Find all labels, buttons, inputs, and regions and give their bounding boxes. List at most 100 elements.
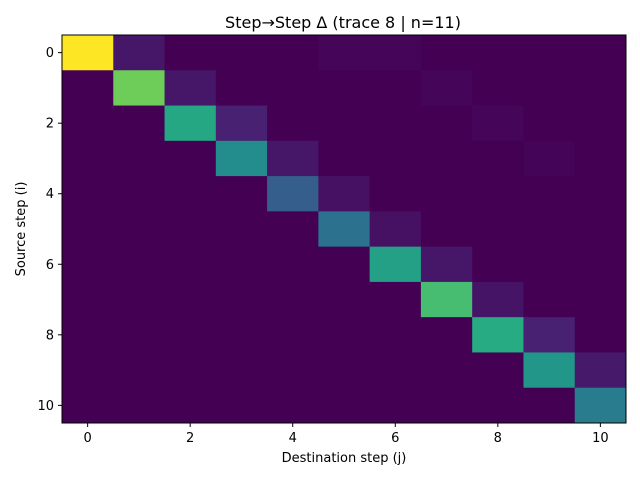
heatmap-cell-1-3 [215, 70, 268, 107]
heatmap-cell-10-8 [472, 387, 524, 424]
heatmap-cell-2-0 [62, 105, 114, 142]
heatmap-cell-9-2 [164, 352, 217, 389]
heatmap-cell-3-1 [113, 140, 166, 177]
heatmap-cell-9-1 [113, 352, 166, 389]
heatmap-cell-8-5 [318, 317, 371, 353]
heatmap-cell-6-7 [420, 246, 473, 283]
heatmap-cell-3-6 [369, 140, 422, 177]
heatmap-cell-3-2 [164, 140, 217, 177]
heatmap-cell-2-3 [215, 105, 268, 142]
heatmap-cell-6-2 [164, 246, 217, 283]
x-tick-label: 8 [494, 431, 502, 446]
heatmap-cell-10-4 [267, 387, 319, 424]
heatmap-cell-8-8 [472, 317, 524, 353]
y-tick-label: 2 [46, 117, 54, 132]
heatmap-cell-3-5 [318, 140, 371, 177]
heatmap-cell-10-6 [369, 387, 422, 424]
heatmap-cell-5-1 [113, 211, 166, 248]
heatmap-cell-3-8 [472, 140, 524, 177]
x-tick-label: 4 [289, 431, 297, 446]
y-axis-ticks: 0 2 4 6 8 10 [37, 46, 62, 414]
heatmap-cell-7-6 [369, 281, 422, 318]
y-tick-label: 6 [46, 258, 54, 273]
chart-title: Step→Step Δ (trace 8 | n=11) [225, 13, 461, 32]
heatmap-cell-1-6 [369, 70, 422, 107]
x-axis-ticks: 0 2 4 6 8 10 [83, 423, 609, 446]
heatmap-cell-4-7 [420, 176, 473, 212]
heatmap-cell-7-1 [113, 281, 166, 318]
heatmap-cell-10-7 [420, 387, 473, 424]
heatmap-cell-10-3 [215, 387, 268, 424]
heatmap-cell-6-9 [523, 246, 576, 283]
heatmap-cell-0-0 [62, 35, 114, 71]
y-tick-label: 8 [46, 328, 54, 343]
heatmap-cell-5-4 [267, 211, 319, 248]
heatmap-cell-8-3 [215, 317, 268, 353]
x-tick-label: 2 [186, 431, 194, 446]
heatmap-cell-2-10 [574, 105, 627, 142]
heatmap-cell-9-9 [523, 352, 576, 389]
heatmap-cell-0-9 [523, 35, 576, 71]
heatmap-cell-8-9 [523, 317, 576, 353]
heatmap-cell-3-9 [523, 140, 576, 177]
heatmap-cell-5-3 [215, 211, 268, 248]
heatmap-cell-3-3 [215, 140, 268, 177]
heatmap-cell-0-4 [267, 35, 319, 71]
heatmap-cell-5-2 [164, 211, 217, 248]
heatmap-cell-6-6 [369, 246, 422, 283]
heatmap-cell-8-2 [164, 317, 217, 353]
heatmap-cell-4-2 [164, 176, 217, 212]
heatmap-cell-4-3 [215, 176, 268, 212]
heatmap-cell-8-0 [62, 317, 114, 353]
x-tick-label: 0 [83, 431, 91, 446]
heatmap-cell-1-0 [62, 70, 114, 107]
heatmap-cell-2-4 [267, 105, 319, 142]
heatmap-cell-7-3 [215, 281, 268, 318]
heatmap-cell-2-1 [113, 105, 166, 142]
heatmap-cell-6-1 [113, 246, 166, 283]
heatmap-cell-7-2 [164, 281, 217, 318]
heatmap-cell-6-4 [267, 246, 319, 283]
heatmap-cell-7-9 [523, 281, 576, 318]
y-axis-label: Source step (i) [14, 182, 29, 277]
heatmap-cell-2-5 [318, 105, 371, 142]
heatmap-cell-4-6 [369, 176, 422, 212]
heatmap-cell-10-9 [523, 387, 576, 424]
heatmap-cell-0-1 [113, 35, 166, 71]
heatmap-cell-9-5 [318, 352, 371, 389]
heatmap-cell-1-8 [472, 70, 524, 107]
heatmap-cell-0-8 [472, 35, 524, 71]
x-tick-label: 6 [391, 431, 399, 446]
heatmap-cell-5-10 [574, 211, 627, 248]
heatmap-cell-3-4 [267, 140, 319, 177]
heatmap-cell-9-3 [215, 352, 268, 389]
heatmap-cell-10-2 [164, 387, 217, 424]
heatmap-cell-8-4 [267, 317, 319, 353]
heatmap-cell-2-8 [472, 105, 524, 142]
heatmap-cell-2-6 [369, 105, 422, 142]
heatmap-cell-6-0 [62, 246, 114, 283]
heatmap-cell-7-7 [420, 281, 473, 318]
heatmap-cell-1-4 [267, 70, 319, 107]
heatmap-cell-9-6 [369, 352, 422, 389]
heatmap-cell-5-5 [318, 211, 371, 248]
heatmap-cell-7-5 [318, 281, 371, 318]
y-tick-label: 0 [46, 46, 54, 61]
heatmap-cell-8-1 [113, 317, 166, 353]
heatmap-cell-9-8 [472, 352, 524, 389]
heatmap-cell-1-7 [420, 70, 473, 107]
heatmap-cell-10-1 [113, 387, 166, 424]
heatmap-cell-8-7 [420, 317, 473, 353]
heatmap-cell-3-10 [574, 140, 627, 177]
heatmap-cell-7-10 [574, 281, 627, 318]
heatmap-cell-0-6 [369, 35, 422, 71]
heatmap-cell-4-0 [62, 176, 114, 212]
y-tick-label: 4 [46, 187, 54, 202]
heatmap-cell-7-8 [472, 281, 524, 318]
heatmap-cell-1-9 [523, 70, 576, 107]
heatmap-cell-4-8 [472, 176, 524, 212]
heatmap-cell-8-6 [369, 317, 422, 353]
heatmap-cell-9-10 [574, 352, 627, 389]
heatmap-cell-0-10 [574, 35, 627, 71]
x-axis-label: Destination step (j) [282, 451, 407, 466]
